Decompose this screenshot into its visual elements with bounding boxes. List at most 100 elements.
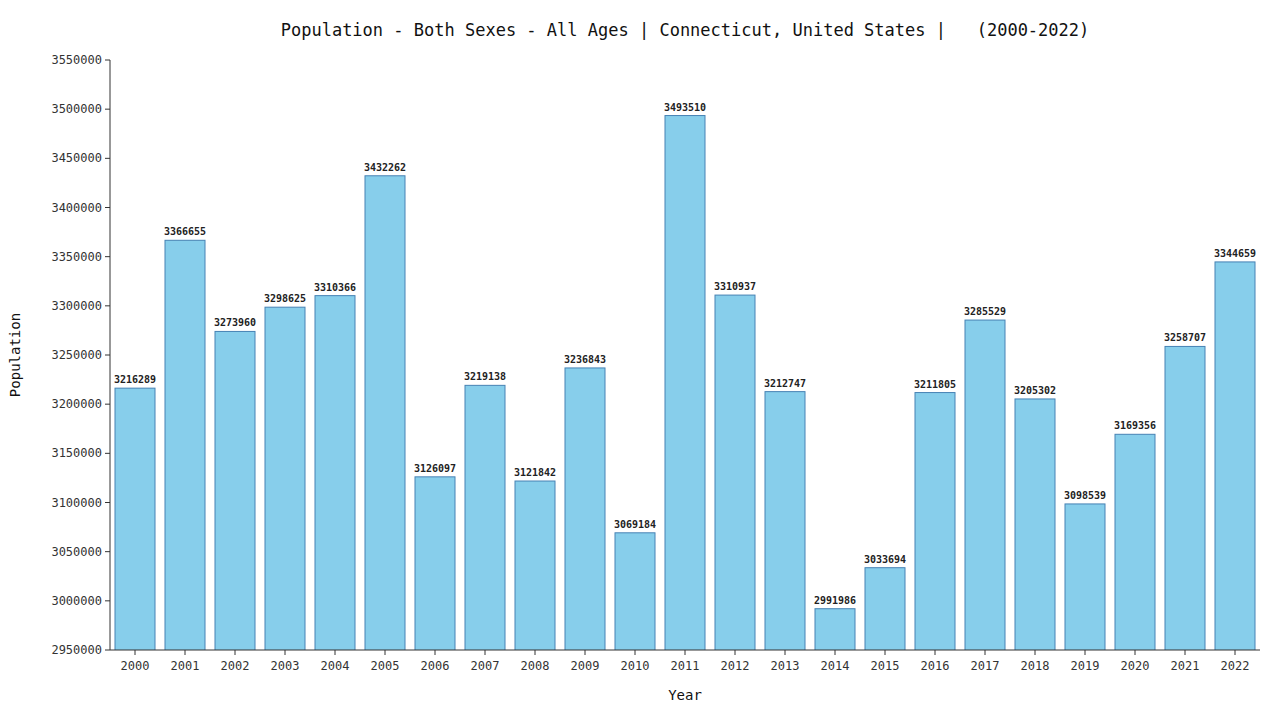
y-tick-label: 3300000: [51, 299, 102, 313]
data-label: 3098539: [1064, 490, 1106, 501]
x-tick: [985, 650, 986, 655]
x-tick: [1135, 650, 1136, 655]
y-tick: [105, 158, 110, 159]
bar: [1115, 434, 1155, 650]
title: Population - Both Sexes - All Ages | Con…: [281, 20, 1090, 40]
x-tick-label: 2012: [721, 659, 750, 673]
bar: [765, 392, 805, 650]
y-tick-label: 3500000: [51, 102, 102, 116]
y-tick-label: 3450000: [51, 151, 102, 165]
x-tick-label: 2007: [471, 659, 500, 673]
x-tick-label: 2022: [1221, 659, 1250, 673]
x-tick-label: 2014: [821, 659, 850, 673]
x-tick: [485, 650, 486, 655]
bar: [1215, 262, 1255, 650]
x-tick: [285, 650, 286, 655]
x-tick-label: 2019: [1071, 659, 1100, 673]
x-tick-label: 2006: [421, 659, 450, 673]
x-tick: [185, 650, 186, 655]
x-tick-label: 2011: [671, 659, 700, 673]
y-tick-label: 2950000: [51, 643, 102, 657]
bar: [365, 176, 405, 650]
bars: [115, 116, 1255, 650]
y-tick: [105, 650, 110, 651]
bar: [465, 385, 505, 650]
bar: [815, 609, 855, 650]
x-tick-label: 2009: [571, 659, 600, 673]
data-label: 3344659: [1214, 248, 1256, 259]
x-tick-label: 2010: [621, 659, 650, 673]
y-tick: [105, 109, 110, 110]
y-tick-label: 3100000: [51, 496, 102, 510]
data-label: 2991986: [814, 595, 856, 606]
data-label: 3432262: [364, 162, 406, 173]
chart: 3216289 3366655 3273960 3298625 3310366 34322…: [0, 0, 1280, 720]
data-label: 3273960: [214, 317, 256, 328]
bar: [665, 116, 705, 650]
x-tick-label: 2004: [321, 659, 350, 673]
x-tick: [385, 650, 386, 655]
x-tick: [1235, 650, 1236, 655]
x-tick: [1035, 650, 1036, 655]
y-tick-label: 3000000: [51, 594, 102, 608]
x-tick-label: 2001: [171, 659, 200, 673]
x-tick: [235, 650, 236, 655]
y-tick-label: 3050000: [51, 545, 102, 559]
x-tick-label: 2005: [371, 659, 400, 673]
bar: [1165, 346, 1205, 650]
x-tick: [735, 650, 736, 655]
x-tick: [585, 650, 586, 655]
y-axis-label: Population: [7, 313, 23, 397]
data-label: 3211805: [914, 379, 956, 390]
data-label: 3310366: [314, 282, 356, 293]
x-tick-label: 2003: [271, 659, 300, 673]
x-tick: [1185, 650, 1186, 655]
data-label: 3258707: [1164, 332, 1206, 343]
bar: [915, 393, 955, 650]
x-tick-label: 2016: [921, 659, 950, 673]
bar: [315, 296, 355, 650]
x-tick: [785, 650, 786, 655]
y-tick: [105, 600, 110, 601]
y-tick-label: 3400000: [51, 201, 102, 215]
data-label: 3216289: [114, 374, 156, 385]
data-label: 3285529: [964, 306, 1006, 317]
bar: [1015, 399, 1055, 650]
x-tick-label: 2017: [971, 659, 1000, 673]
data-label: 3069184: [614, 519, 656, 530]
x-tick: [535, 650, 536, 655]
x-axis-label: Year: [668, 687, 702, 703]
y-tick: [105, 355, 110, 356]
data-label: 3298625: [264, 293, 306, 304]
x-tick: [935, 650, 936, 655]
data-label: 3219138: [464, 371, 506, 382]
x-tick: [435, 650, 436, 655]
y-tick-label: 3200000: [51, 397, 102, 411]
bar: [265, 307, 305, 650]
x-tick-label: 2000: [121, 659, 150, 673]
data-label: 3366655: [164, 226, 206, 237]
data-label: 3126097: [414, 463, 456, 474]
data-label: 3236843: [564, 354, 606, 365]
y-tick-label: 3350000: [51, 250, 102, 264]
x-tick-label: 2021: [1171, 659, 1200, 673]
y-tick: [105, 305, 110, 306]
bar: [965, 320, 1005, 650]
bar: [615, 533, 655, 650]
x-tick: [635, 650, 636, 655]
x-tick-label: 2008: [521, 659, 550, 673]
y-tick: [105, 60, 110, 61]
x-tick: [835, 650, 836, 655]
x-tick-label: 2020: [1121, 659, 1150, 673]
y-tick: [105, 207, 110, 208]
x-tick: [1085, 650, 1086, 655]
bar: [515, 481, 555, 650]
data-label: 3212747: [764, 378, 806, 389]
x-tick: [885, 650, 886, 655]
y-tick: [105, 404, 110, 405]
y-tick-label: 3250000: [51, 348, 102, 362]
x-tick-label: 2013: [771, 659, 800, 673]
x-tick-label: 2018: [1021, 659, 1050, 673]
x-tick-label: 2015: [871, 659, 900, 673]
data-label: 3310937: [714, 281, 756, 292]
